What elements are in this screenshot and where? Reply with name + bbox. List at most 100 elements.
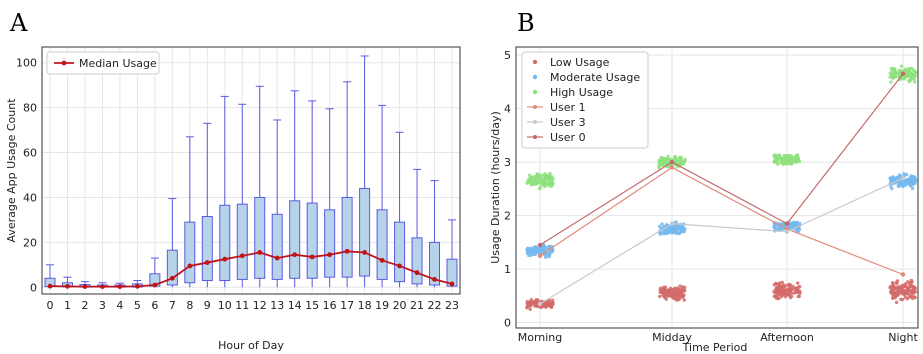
plot-frame (41, 46, 461, 295)
median-usage-point (327, 252, 333, 258)
scatter-point (797, 294, 801, 298)
scatter-point (906, 280, 910, 284)
scatter-point (668, 293, 672, 297)
scatter-point (547, 253, 552, 257)
scatter-point (773, 291, 777, 295)
x-tick-label: Night (888, 331, 918, 344)
scatter-point (781, 156, 785, 160)
scatter-point (792, 287, 797, 291)
scatter-point (787, 159, 791, 163)
median-usage-point (309, 254, 315, 260)
scatter-point (658, 287, 662, 292)
scatter-point (888, 176, 892, 180)
y-axis-label: Usage Duration (hours/day) (489, 111, 502, 264)
median-usage-point (65, 283, 70, 289)
scatter-point (528, 173, 532, 177)
x-tick-label: Morning (518, 331, 563, 344)
scatter-point (791, 155, 796, 160)
scatter-point (796, 289, 801, 293)
scatter-point (679, 229, 683, 234)
user-line-point (669, 159, 675, 165)
scatter-point (775, 158, 780, 163)
scatter-point (906, 290, 910, 294)
x-tick-label: 12 (253, 299, 267, 312)
legend-label-median: Median Usage (79, 57, 157, 70)
scatter-point (891, 175, 895, 179)
scatter-point (673, 287, 677, 292)
box (236, 203, 248, 280)
median-usage-point (152, 282, 158, 288)
scatter-point (525, 248, 529, 252)
median-usage-point (414, 270, 420, 276)
median-usage-line (49, 250, 453, 288)
scatter-point (773, 160, 777, 164)
x-tick-label: 23 (445, 299, 459, 312)
scatter-point (543, 176, 547, 180)
scatter-point (896, 184, 901, 189)
scatter-point (783, 291, 788, 295)
legend-label: User 1 (550, 101, 586, 114)
scatter-point (899, 183, 903, 188)
x-tick-label: 11 (235, 299, 249, 312)
scatter-point (682, 160, 686, 165)
scatter-point (910, 280, 914, 284)
scatter-point (669, 289, 674, 294)
scatter-point (775, 154, 780, 158)
x-tick-label: 1 (64, 299, 71, 312)
scatter-point (788, 285, 792, 289)
scatter-point (908, 285, 912, 289)
scatter-point (675, 165, 679, 169)
scatter-point (902, 291, 906, 295)
y-tick-label: 40 (23, 191, 37, 204)
box (254, 196, 266, 279)
scatter-point (778, 155, 782, 159)
legend-swatch (532, 74, 538, 80)
scatter-point (525, 301, 529, 305)
y-tick-label: 1 (504, 263, 511, 276)
scatter-point (794, 228, 799, 232)
scatter-point (664, 230, 668, 234)
x-tick-label: 14 (288, 299, 302, 312)
user-line-point (537, 253, 543, 258)
y-axis-label: Average App Usage Count (5, 98, 18, 243)
scatter-point (890, 289, 894, 293)
scatter-point (796, 285, 801, 290)
scatter-point (663, 295, 667, 299)
scatter-point (776, 162, 780, 166)
scatter-point (551, 301, 555, 305)
median-usage-point (100, 284, 105, 289)
scatter-point (906, 67, 911, 71)
scatter-point (545, 182, 549, 186)
scatter-point (773, 224, 777, 228)
legend-swatch (532, 59, 538, 65)
scatter-point (661, 160, 665, 164)
scatter-point (542, 173, 547, 178)
scatter-point (678, 284, 682, 288)
y-tick-label: 5 (504, 49, 511, 62)
scatter-point (903, 173, 907, 177)
scatter-point (542, 180, 547, 184)
scatter-point (529, 250, 534, 254)
x-tick-label: 2 (81, 299, 88, 312)
scatter-point (660, 156, 665, 160)
median-usage-point (47, 283, 53, 289)
scatter-point (675, 226, 679, 231)
median-usage-point (397, 263, 402, 269)
scatter-point (778, 281, 782, 285)
scatter-point (683, 227, 687, 231)
scatter-point (908, 181, 912, 186)
scatter-point (683, 289, 687, 293)
x-tick-label: 13 (270, 299, 284, 312)
scatter-point (889, 284, 893, 289)
scatter-point (678, 161, 682, 165)
legend-label: User 3 (550, 116, 586, 129)
median-usage-point (239, 253, 245, 259)
scatter-point (679, 293, 683, 297)
scatter-point (913, 74, 918, 78)
x-tick-label: 3 (99, 299, 106, 312)
user-line-point (784, 221, 790, 226)
user-line-point (784, 229, 790, 234)
scatter-point (889, 80, 893, 84)
